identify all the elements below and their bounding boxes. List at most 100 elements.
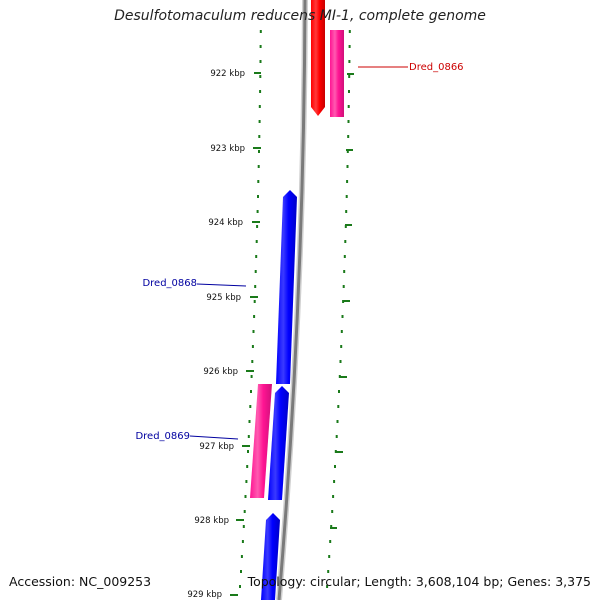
minor-tick-dot <box>247 435 250 438</box>
minor-tick-dot <box>243 510 246 513</box>
gene-label-dred-0866[interactable]: Dred_0866 <box>409 62 464 73</box>
minor-tick-dot <box>348 90 350 93</box>
minor-tick-dot <box>239 585 241 588</box>
tick-929: 929 kbp <box>187 590 238 600</box>
minor-tick-dot <box>343 255 346 258</box>
minor-tick-dot <box>256 210 259 213</box>
tick-dots-left <box>239 30 262 588</box>
minor-tick-dot <box>344 240 347 243</box>
minor-tick-dot <box>258 105 261 108</box>
minor-tick-dot <box>345 195 348 198</box>
minor-tick-dot <box>254 285 257 288</box>
genes-label: Genes: <box>507 574 552 589</box>
minor-tick-dot <box>254 270 257 273</box>
minor-tick-dot <box>344 225 347 228</box>
minor-tick-dot <box>347 135 350 138</box>
minor-tick-dot <box>250 375 253 378</box>
minor-tick-dot <box>248 420 251 423</box>
kbp-ticks: 922 kbp 923 kbp 924 kbp 925 kbp 926 kbp … <box>187 69 261 600</box>
accession-info: Accession: NC_009253 <box>9 574 151 589</box>
minor-tick-dot <box>259 45 262 48</box>
tick-label: 926 kbp <box>203 367 238 377</box>
gene-dred-0868[interactable] <box>276 190 297 384</box>
tick-923: 923 kbp <box>210 144 261 154</box>
gene-dred-0869[interactable] <box>250 384 272 498</box>
minor-tick-dot <box>342 285 345 288</box>
page-title: Desulfotomaculum reducens MI-1, complete… <box>114 8 486 24</box>
minor-tick-dot <box>333 480 336 483</box>
length-label: Length: <box>364 574 412 589</box>
genes <box>250 0 344 600</box>
minor-tick-dot <box>348 45 351 48</box>
minor-tick-dot <box>336 420 339 423</box>
minor-tick-dot <box>347 120 350 123</box>
minor-tick-dot <box>247 450 249 453</box>
leader-line-0869 <box>189 435 239 440</box>
tick-label: 927 kbp <box>199 442 234 452</box>
minor-tick-dot <box>244 495 247 498</box>
genes-value: 3,375 <box>555 574 591 589</box>
accession-value: NC_009253 <box>79 574 152 589</box>
minor-tick-dot <box>257 180 260 183</box>
tick-928: 928 kbp <box>194 516 244 526</box>
minor-tick-dot <box>258 120 261 123</box>
minor-tick-dot <box>246 465 249 468</box>
tick-label: 924 kbp <box>208 218 243 228</box>
minor-tick-dot <box>250 390 252 393</box>
minor-tick-dot <box>242 525 245 528</box>
minor-tick-dot <box>328 555 331 558</box>
minor-tick-dot <box>259 30 262 33</box>
tick-label: 928 kbp <box>194 516 229 526</box>
leader-line-0868 <box>196 283 247 287</box>
tick-dots-right <box>326 30 351 588</box>
tick-922: 922 kbp <box>210 69 261 79</box>
minor-tick-dot <box>329 540 332 543</box>
minor-tick-dot <box>240 555 243 558</box>
minor-tick-dot <box>326 585 329 588</box>
minor-tick-dot <box>240 570 242 573</box>
topology-label: Topology: <box>247 574 307 589</box>
minor-tick-dot <box>341 315 344 318</box>
topology-value: circular; <box>310 574 361 589</box>
gene-dred-0866[interactable] <box>330 30 344 117</box>
minor-tick-dot <box>331 510 334 513</box>
minor-tick-dot <box>249 405 252 408</box>
gene-blue-forward-3[interactable] <box>261 513 280 600</box>
tick-927: 927 kbp <box>199 442 250 452</box>
tick-926: 926 kbp <box>203 367 254 377</box>
gene-label-dred-0869[interactable]: Dred_0869 <box>135 431 190 442</box>
minor-tick-dot <box>340 330 343 333</box>
genome-backbone-core <box>277 0 307 600</box>
minor-tick-dot <box>257 195 259 198</box>
gene-label-dred-0868[interactable]: Dred_0868 <box>142 278 197 289</box>
minor-tick-dot <box>252 330 255 333</box>
minor-tick-dot <box>332 495 335 498</box>
right-ticks <box>330 73 354 529</box>
minor-tick-dot <box>345 210 348 213</box>
minor-tick-dot <box>245 480 248 483</box>
minor-tick-dot <box>327 570 330 573</box>
minor-tick-dot <box>255 255 258 258</box>
minor-tick-dot <box>259 75 262 78</box>
accession-label: Accession: <box>9 574 76 589</box>
minor-tick-dot <box>241 540 244 543</box>
minor-tick-dot <box>346 150 349 153</box>
gene-red-reverse[interactable] <box>311 0 325 116</box>
minor-tick-dot <box>330 525 333 528</box>
minor-tick-dot <box>337 405 340 408</box>
gene-blue-forward-2[interactable] <box>268 386 289 500</box>
minor-tick-dot <box>253 315 256 318</box>
gene-labels: Dred_0866 Dred_0868 Dred_0869 <box>135 62 463 442</box>
length-value: 3,608,104 bp; <box>415 574 504 589</box>
gene-highlight <box>325 30 330 117</box>
minor-tick-dot <box>259 60 262 63</box>
tick-925: 925 kbp <box>206 293 258 303</box>
minor-tick-dot <box>334 465 336 468</box>
minor-tick-dot <box>343 270 346 273</box>
tick-label: 929 kbp <box>187 590 222 600</box>
minor-tick-dot <box>338 390 340 393</box>
minor-tick-dot <box>258 150 260 153</box>
minor-tick-dot <box>258 135 261 138</box>
minor-tick-dot <box>348 30 351 33</box>
